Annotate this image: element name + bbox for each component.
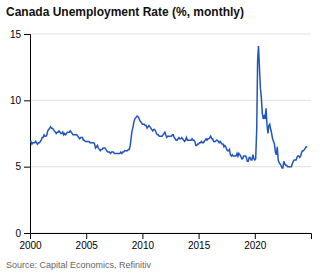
plot: 2000 2005 2010 2015 2020 0 5 10 15 xyxy=(10,29,312,251)
x-tick-label: 2020 xyxy=(244,240,267,251)
y-tick-label: 10 xyxy=(10,95,22,106)
x-tick: 2015 xyxy=(188,233,211,251)
y-tick: 15 xyxy=(10,29,30,40)
x-axis: 2000 2005 2010 2015 2020 xyxy=(19,233,311,251)
x-tick-label: 2000 xyxy=(19,240,42,251)
y-axis: 0 5 10 15 xyxy=(10,29,31,239)
y-tick-label: 0 xyxy=(15,228,21,239)
grid-line xyxy=(30,166,311,167)
x-tick: 2000 xyxy=(19,233,42,251)
x-tick: 2010 xyxy=(132,233,155,251)
y-tick-mark xyxy=(24,34,30,35)
x-tick-mark xyxy=(142,233,143,239)
chart: Canada Unemployment Rate (%, monthly) Sou… xyxy=(0,0,325,273)
x-tick: 2005 xyxy=(76,233,99,251)
x-axis-line xyxy=(31,234,312,240)
x-tick-mark xyxy=(255,233,256,239)
y-tick-label: 15 xyxy=(10,29,22,40)
y-tick: 10 xyxy=(10,95,30,106)
y-tick-mark xyxy=(24,100,30,101)
y-tick-mark xyxy=(24,167,30,168)
x-tick-mark xyxy=(199,233,200,239)
x-tick-label: 2015 xyxy=(188,240,211,251)
y-tick-label: 5 xyxy=(15,161,21,172)
y-axis-line xyxy=(24,35,31,234)
grid-line xyxy=(30,34,311,35)
line xyxy=(30,46,307,168)
series xyxy=(30,46,307,168)
grid-line xyxy=(30,100,311,101)
title: Canada Unemployment Rate (%, monthly) xyxy=(6,5,244,19)
x-tick-mark xyxy=(86,233,87,239)
y-tick: 5 xyxy=(15,161,30,172)
y-grid xyxy=(30,34,311,233)
y-tick: 0 xyxy=(15,228,30,239)
source: Source: Capital Economics, Refinitiv xyxy=(6,260,152,270)
x-tick-label: 2005 xyxy=(76,240,99,251)
x-tick-label: 2010 xyxy=(132,240,155,251)
y-tick-mark xyxy=(24,233,30,234)
x-tick: 2020 xyxy=(244,233,267,251)
